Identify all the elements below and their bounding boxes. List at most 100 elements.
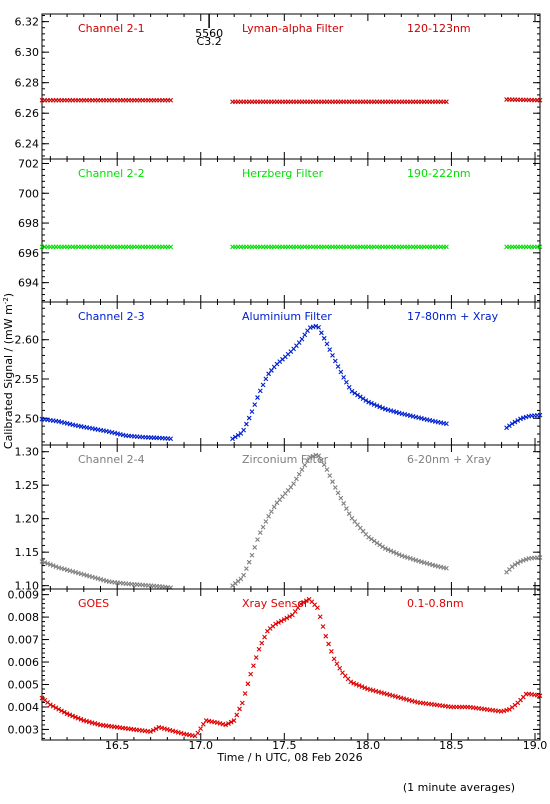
data-point [352, 390, 358, 396]
data-point [315, 605, 320, 611]
y-tick-label: 700 [18, 187, 39, 200]
y-tick-label: 696 [18, 247, 39, 260]
data-series [39, 244, 543, 250]
data-point [515, 418, 521, 423]
data-point [332, 358, 338, 364]
data-point [288, 484, 294, 490]
series-segment-3 [504, 555, 543, 575]
data-point [255, 395, 260, 400]
plot-frame [41, 444, 541, 590]
data-point [296, 471, 302, 477]
data-point [341, 501, 347, 506]
data-point [515, 560, 521, 566]
x-tick-label: 19.0 [523, 739, 548, 752]
data-point [271, 504, 277, 510]
filter-label: Herzberg Filter [242, 167, 324, 180]
data-point [230, 436, 235, 442]
data-point [537, 555, 543, 560]
data-point [371, 402, 377, 407]
data-point [359, 684, 365, 689]
data-point [256, 646, 262, 652]
data-point [72, 714, 78, 720]
data-point [319, 457, 324, 463]
y-tick-label: 0.007 [8, 634, 40, 647]
data-point [249, 552, 255, 558]
data-point [241, 572, 247, 578]
data-point [53, 705, 59, 711]
data-point [341, 374, 347, 380]
series-segment-3 [504, 412, 543, 431]
panel-1: 6.24 6.26 6.28 6.30 6.32 Channel 2-1 Lyman-alp… [15, 13, 543, 160]
data-point [331, 656, 337, 662]
data-point [334, 661, 340, 667]
data-point [405, 555, 410, 560]
filter-label: Xray Sensor [242, 597, 309, 610]
x-tick-label: 18.5 [439, 739, 464, 752]
data-point [294, 476, 299, 482]
y-axis-label-close: ) [2, 293, 15, 297]
data-series [39, 323, 543, 442]
y-tick-label: 694 [18, 277, 39, 290]
series-segment-2 [230, 323, 449, 442]
series-segment-3 [504, 244, 543, 250]
plot-frame [41, 301, 541, 446]
data-point [238, 576, 244, 582]
panel-2: 694 696 698 700 702 Channel 2-2 Herzberg Filte… [18, 157, 543, 303]
data-point [241, 427, 247, 433]
data-point [198, 726, 203, 731]
y-tick-label: 1.30 [15, 446, 40, 459]
data-point [263, 519, 269, 524]
data-point [355, 392, 360, 398]
data-point [313, 323, 319, 329]
data-point [246, 559, 252, 565]
data-point [346, 511, 352, 517]
data-point [235, 432, 241, 438]
data-point [223, 722, 229, 728]
data-point [327, 347, 333, 353]
data-point [150, 727, 156, 733]
data-point [509, 421, 515, 427]
data-point [396, 552, 402, 557]
y-tick-label: 0.004 [8, 701, 40, 714]
data-point [75, 715, 81, 721]
y-tick-label: 0.006 [8, 656, 40, 669]
data-point [330, 352, 335, 358]
panel-3: 2.50 2.55 2.60 Channel 2-3 Aluminium Filter 1… [15, 301, 543, 446]
plot-frame [41, 158, 541, 303]
data-point [260, 382, 266, 388]
y-tick-label: 6.24 [15, 138, 40, 151]
data-point [70, 713, 75, 719]
data-point [148, 729, 153, 735]
data-point [39, 559, 45, 564]
data-point [246, 415, 252, 421]
y-axis-label-text: Calibrated Signal / (mW m [2, 304, 15, 449]
data-point [402, 554, 408, 560]
data-point [506, 423, 512, 429]
data-point [257, 388, 263, 394]
data-point [257, 530, 263, 536]
data-point [356, 683, 362, 688]
x-tick-label: 17.0 [189, 739, 214, 752]
data-point [287, 614, 292, 619]
data-point [281, 617, 287, 622]
data-point [380, 405, 385, 411]
data-point [168, 97, 174, 103]
panel-4: 1.10 1.15 1.20 1.25 1.30 Channel 2-4 Zirconium… [15, 444, 543, 593]
data-point [67, 712, 73, 718]
y-tick-label: 1.10 [15, 580, 40, 593]
data-point [518, 559, 523, 564]
data-point [337, 665, 343, 671]
data-point [363, 398, 369, 403]
x-axis: 16.5 17.0 17.5 18.0 18.5 19.0 [105, 739, 547, 752]
data-point [518, 416, 523, 422]
data-point [200, 721, 206, 727]
data-point [338, 495, 344, 501]
band-label: 17-80nm + Xray [407, 310, 499, 323]
data-point [377, 542, 383, 548]
data-point [344, 506, 349, 511]
data-point [252, 545, 258, 550]
data-point [234, 712, 240, 718]
data-point [262, 634, 267, 640]
y-tick-label: 2.50 [15, 412, 40, 425]
data-point [299, 336, 305, 342]
